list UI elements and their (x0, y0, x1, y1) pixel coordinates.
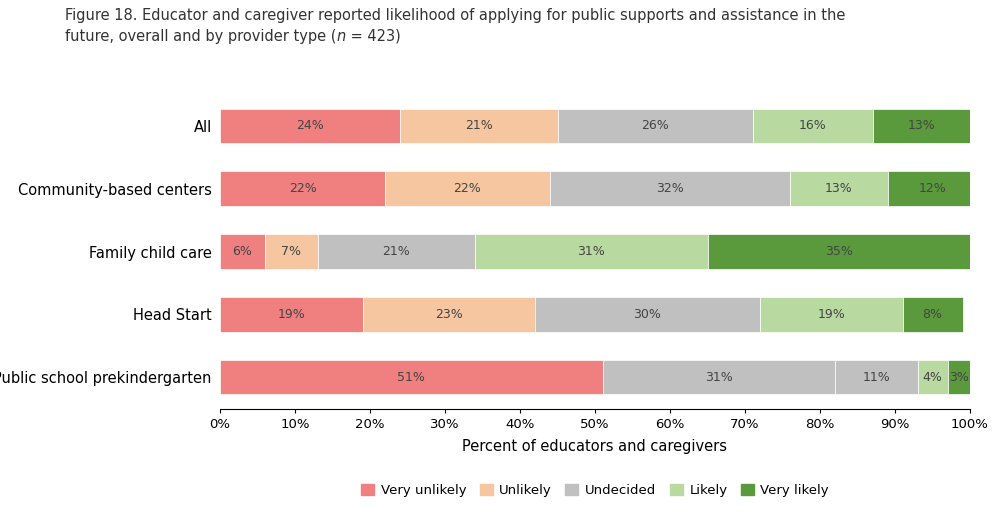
Text: 6%: 6% (233, 245, 252, 258)
Bar (708, 234, 970, 269)
Text: 21%: 21% (465, 119, 493, 133)
Bar (535, 297, 760, 332)
Bar (902, 297, 962, 332)
Text: 13%: 13% (907, 119, 935, 133)
Text: 22%: 22% (454, 182, 481, 195)
Bar (220, 360, 602, 395)
Bar (220, 108, 400, 143)
Text: 30%: 30% (634, 308, 661, 321)
Bar (948, 360, 970, 395)
Bar (602, 360, 835, 395)
Text: 19%: 19% (817, 308, 845, 321)
Text: 26%: 26% (641, 119, 669, 133)
Text: 3%: 3% (949, 370, 969, 384)
Text: 24%: 24% (296, 119, 324, 133)
Text: 31%: 31% (705, 370, 733, 384)
Text: 12%: 12% (919, 182, 946, 195)
Bar (220, 234, 265, 269)
Text: 19%: 19% (277, 308, 305, 321)
Text: 7%: 7% (281, 245, 301, 258)
Bar (220, 171, 385, 206)
Bar (888, 171, 978, 206)
Bar (400, 108, 558, 143)
Text: 35%: 35% (825, 245, 853, 258)
Text: 51%: 51% (397, 370, 425, 384)
Text: 4%: 4% (923, 370, 942, 384)
Legend: Very unlikely, Unlikely, Undecided, Likely, Very likely: Very unlikely, Unlikely, Undecided, Like… (356, 479, 834, 503)
Bar (872, 108, 970, 143)
Bar (835, 360, 918, 395)
Text: 32%: 32% (656, 182, 684, 195)
Bar (362, 297, 535, 332)
Text: 22%: 22% (289, 182, 316, 195)
Text: 8%: 8% (922, 308, 942, 321)
Bar (558, 108, 753, 143)
Bar (385, 171, 550, 206)
Bar (220, 297, 362, 332)
Text: = 423): = 423) (346, 29, 400, 44)
Text: 13%: 13% (825, 182, 853, 195)
Bar (475, 234, 708, 269)
Text: Figure 18. Educator and caregiver reported likelihood of applying for public sup: Figure 18. Educator and caregiver report… (65, 8, 845, 23)
Bar (550, 171, 790, 206)
Text: 11%: 11% (862, 370, 890, 384)
Bar (760, 297, 902, 332)
X-axis label: Percent of educators and caregivers: Percent of educators and caregivers (462, 439, 728, 454)
Bar (918, 360, 948, 395)
Text: 21%: 21% (382, 245, 410, 258)
Text: future, overall and by provider type (: future, overall and by provider type ( (65, 29, 336, 44)
Text: 16%: 16% (799, 119, 826, 133)
Text: 31%: 31% (577, 245, 605, 258)
Bar (790, 171, 888, 206)
Bar (753, 108, 872, 143)
Bar (265, 234, 318, 269)
Bar (318, 234, 475, 269)
Text: 23%: 23% (435, 308, 463, 321)
Text: n: n (336, 29, 346, 44)
